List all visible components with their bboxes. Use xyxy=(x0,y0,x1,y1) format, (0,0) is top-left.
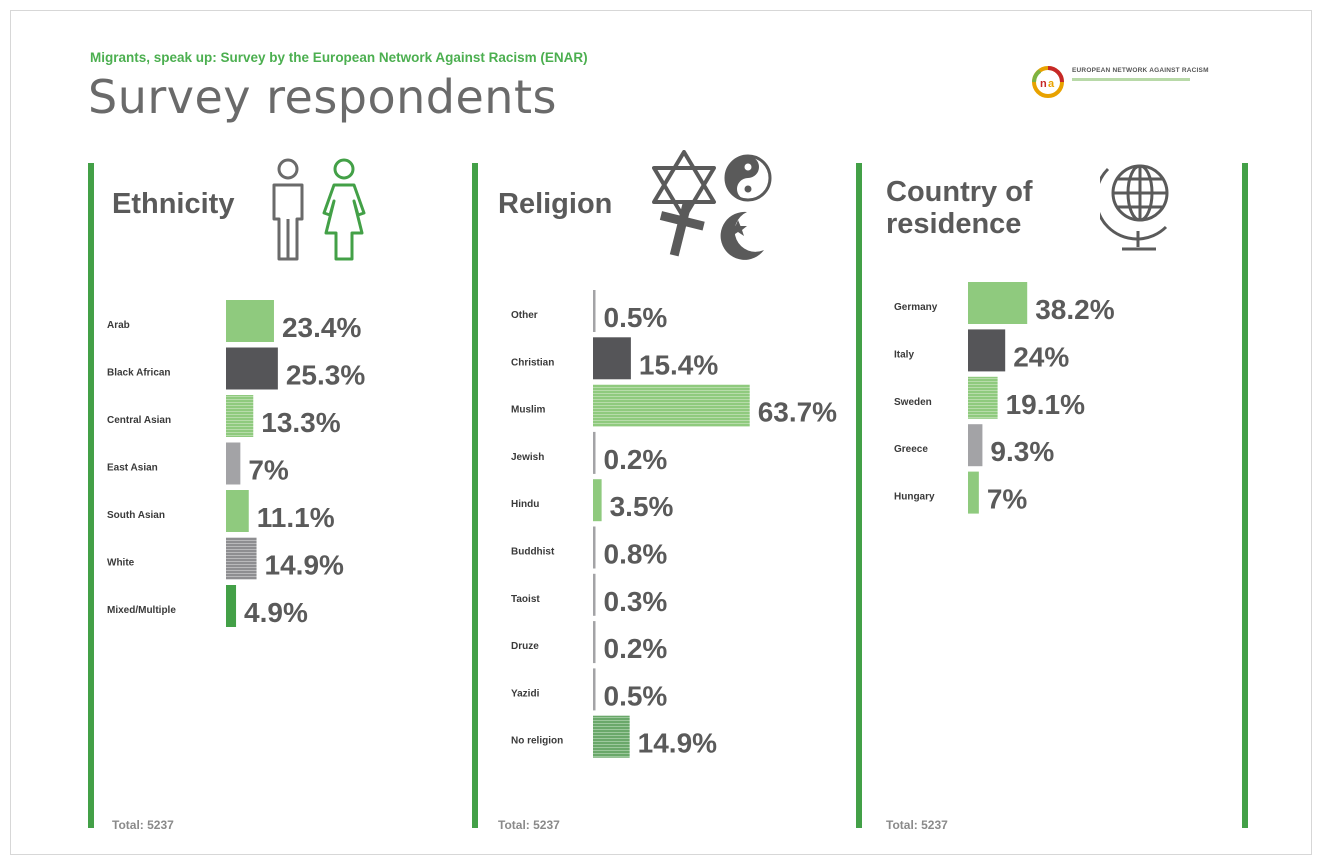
country-category-label: Hungary xyxy=(894,492,935,503)
religion-bar xyxy=(593,479,602,522)
people-icon xyxy=(272,158,366,261)
country-category-label: Sweden xyxy=(894,397,932,408)
religion-category-label: Hindu xyxy=(511,499,539,510)
religion-value-label: 3.5% xyxy=(610,491,674,522)
country-value-label: 19.1% xyxy=(1006,389,1085,420)
ethnicity-value-label: 13.3% xyxy=(261,407,340,438)
religion-value-label: 0.2% xyxy=(604,633,668,664)
subtitle: Migrants, speak up: Survey by the Europe… xyxy=(90,50,588,65)
religion-value-label: 0.2% xyxy=(604,444,668,475)
country-title: Country of residence xyxy=(886,176,1033,240)
divider-right xyxy=(1242,163,1248,828)
religion-category-label: Other xyxy=(511,310,538,321)
ethnicity-bar xyxy=(226,395,254,437)
country-value-label: 7% xyxy=(987,484,1028,515)
country-value-label: 38.2% xyxy=(1035,294,1114,325)
religion-bar xyxy=(593,621,596,664)
ethnicity-value-label: 11.1% xyxy=(257,502,335,533)
religion-value-label: 0.5% xyxy=(604,680,668,711)
country-bar xyxy=(968,376,998,419)
religion-value-label: 0.5% xyxy=(604,302,668,333)
ethnicity-bar xyxy=(226,585,237,627)
country-category-label: Greece xyxy=(894,444,928,455)
ethnicity-total: Total: 5237 xyxy=(112,818,174,832)
country-bar xyxy=(968,471,979,514)
divider-ethnicity xyxy=(88,163,94,828)
religion-value-label: 0.3% xyxy=(604,586,668,617)
ethnicity-value-label: 23.4% xyxy=(282,312,361,343)
ethnicity-bar xyxy=(226,442,241,485)
religion-category-label: No religion xyxy=(511,736,563,747)
country-bar xyxy=(968,282,1028,324)
logo-tagline-graphic xyxy=(1072,78,1190,81)
globe-icon xyxy=(1100,164,1169,251)
enar-logo-icon: n a xyxy=(1032,66,1064,98)
divider-religion xyxy=(472,163,478,828)
country-value-label: 9.3% xyxy=(990,436,1054,467)
religion-bar xyxy=(593,715,630,758)
religion-bar xyxy=(593,668,596,711)
ethnicity-value-label: 14.9% xyxy=(265,550,344,581)
religion-value-label: 15.4% xyxy=(639,349,718,380)
religion-bar xyxy=(593,384,750,427)
country-category-label: Germany xyxy=(894,302,938,313)
religion-bar xyxy=(593,290,596,332)
divider-country xyxy=(856,163,862,828)
country-total: Total: 5237 xyxy=(886,818,948,832)
page-title: Survey respondents xyxy=(88,70,557,124)
ethnicity-category-label: Mixed/Multiple xyxy=(107,605,176,616)
country-bar xyxy=(968,329,1006,372)
religion-category-label: Druze xyxy=(511,641,539,652)
religion-bar xyxy=(593,337,631,380)
ethnicity-category-label: South Asian xyxy=(107,510,165,521)
ethnicity-bar xyxy=(226,537,257,580)
religion-bar xyxy=(593,431,596,474)
ethnicity-category-label: White xyxy=(107,558,135,569)
religion-category-label: Taoist xyxy=(511,594,540,605)
country-bar xyxy=(968,424,983,467)
ethnicity-category-label: Central Asian xyxy=(107,415,171,426)
enar-logo: n a EUROPEAN NETWORK AGAINST RACISM xyxy=(1030,62,1250,102)
ethnicity-title: Ethnicity xyxy=(112,188,235,220)
ethnicity-category-label: Black African xyxy=(107,368,171,379)
ethnicity-bar xyxy=(226,347,278,390)
country-value-label: 24% xyxy=(1013,341,1069,372)
religion-total: Total: 5237 xyxy=(498,818,560,832)
ethnicity-bar xyxy=(226,490,249,532)
logo-text: EUROPEAN NETWORK AGAINST RACISM xyxy=(1072,67,1209,74)
religion-category-label: Jewish xyxy=(511,452,544,463)
ethnicity-bar xyxy=(226,300,274,342)
ethnicity-value-label: 25.3% xyxy=(286,360,365,391)
religion-category-label: Christian xyxy=(511,357,554,368)
ethnicity-category-label: Arab xyxy=(107,320,130,331)
country-category-label: Italy xyxy=(894,349,914,360)
religion-category-label: Yazidi xyxy=(511,688,540,699)
religion-title: Religion xyxy=(498,188,613,220)
religion-value-label: 14.9% xyxy=(638,728,717,759)
religion-bar xyxy=(593,526,596,569)
religion-category-label: Buddhist xyxy=(511,547,555,558)
svg-text:n: n xyxy=(1040,78,1047,90)
ethnicity-value-label: 4.9% xyxy=(244,597,308,628)
ethnicity-value-label: 7% xyxy=(248,455,289,486)
religion-value-label: 0.8% xyxy=(604,539,668,570)
religion-symbols-icon xyxy=(652,150,772,260)
ethnicity-category-label: East Asian xyxy=(107,463,158,474)
religion-category-label: Muslim xyxy=(511,405,546,416)
religion-bar xyxy=(593,573,596,616)
religion-value-label: 63.7% xyxy=(758,397,837,428)
svg-text:a: a xyxy=(1048,78,1055,90)
